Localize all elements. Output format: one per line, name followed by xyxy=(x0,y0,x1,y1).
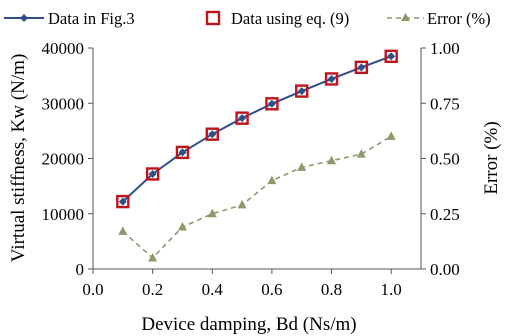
x-tick-label: 0.6 xyxy=(261,280,282,299)
fig3-point xyxy=(118,197,127,206)
fig3-point xyxy=(297,87,306,96)
eq9-point xyxy=(235,111,249,125)
x-tick-label: 1.0 xyxy=(381,280,402,299)
eq9-point xyxy=(324,72,339,86)
y-axis-title: Virtual stiffness, Kw (N/m) xyxy=(8,54,29,263)
fig3-point xyxy=(267,99,276,108)
fig3-point xyxy=(357,63,366,72)
y-tick-label: 30000 xyxy=(42,94,85,113)
error-point xyxy=(148,252,158,262)
y-tick-label: 0 xyxy=(76,260,85,279)
eq9-point xyxy=(265,97,279,111)
x-tick-label: 0.2 xyxy=(142,280,163,299)
eq9-point xyxy=(116,194,130,209)
x-tick-label: 0.4 xyxy=(202,280,224,299)
legend-label-error: Error (%) xyxy=(427,9,491,28)
fig3-point xyxy=(148,169,157,178)
eq9-point xyxy=(295,84,309,98)
error-point xyxy=(207,208,217,218)
error-point xyxy=(297,162,307,171)
legend-marker-error xyxy=(401,13,410,21)
fig3-point xyxy=(387,52,396,61)
fig3-point xyxy=(208,130,217,139)
x-axis-title: Device damping, Bd (Ns/m) xyxy=(141,314,356,335)
eq9-point xyxy=(205,127,219,141)
legend-marker-eq9 xyxy=(205,10,221,26)
fig3-point xyxy=(238,114,247,123)
series-line-fig3 xyxy=(122,55,392,203)
legend-marker-fig3 xyxy=(20,14,28,22)
error-point xyxy=(327,155,337,165)
y2-tick-label: 0.25 xyxy=(430,205,460,224)
error-point xyxy=(237,199,247,209)
fig3-point xyxy=(178,148,187,157)
eq9-point xyxy=(145,167,160,181)
eq9-point xyxy=(354,60,369,75)
x-tick-label: 0.0 xyxy=(82,280,103,299)
error-point xyxy=(267,175,277,185)
eq9-point xyxy=(384,49,398,63)
x-tick-label: 0.8 xyxy=(321,280,342,299)
legend-label-eq9: Data using eq. (9) xyxy=(231,9,349,28)
y2-tick-label: 0.75 xyxy=(430,94,460,113)
error-point xyxy=(118,226,128,235)
series-line-error xyxy=(122,135,392,260)
error-point xyxy=(386,131,396,140)
eq9-point xyxy=(175,145,190,160)
y2-axis-title: Error (%) xyxy=(481,121,502,194)
y-tick-label: 20000 xyxy=(42,150,85,169)
y2-tick-label: 0.50 xyxy=(430,150,460,169)
legend-label-fig3: Data in Fig.3 xyxy=(48,9,135,28)
axes: 0.0 0.2 0.4 0.6 0.8 1.00100002000030000400000… xyxy=(42,39,460,299)
y-tick-label: 10000 xyxy=(42,205,85,224)
y-tick-label: 40000 xyxy=(42,39,85,58)
error-point xyxy=(177,222,187,231)
y2-tick-label: 0.00 xyxy=(430,260,460,279)
fig3-point xyxy=(327,74,336,83)
legend: Data in Fig.3 Data using eq. (9) Error (… xyxy=(4,9,491,28)
series-layer xyxy=(116,49,398,262)
y2-tick-label: 1.00 xyxy=(430,39,460,58)
error-point xyxy=(356,149,366,158)
